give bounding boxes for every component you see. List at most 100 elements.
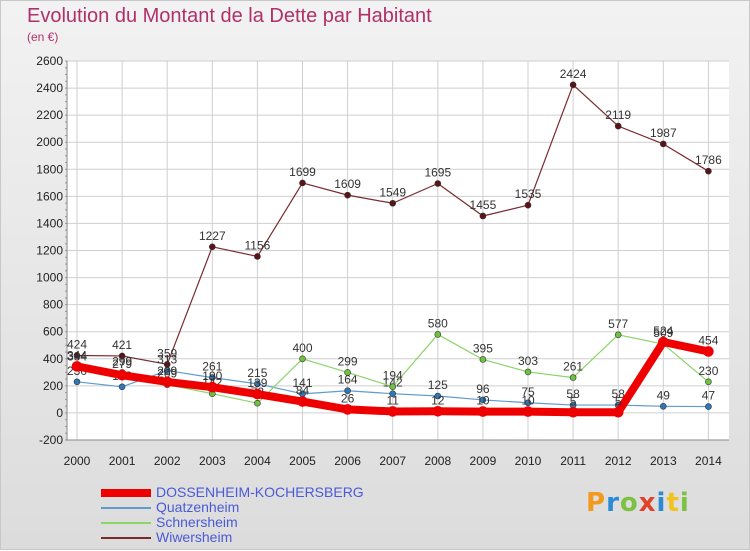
data-label: 58 xyxy=(566,387,580,401)
proxiti-logo: Proxiti xyxy=(586,488,690,518)
data-label: 11 xyxy=(386,393,399,407)
data-point xyxy=(569,374,577,381)
data-label: 334 xyxy=(67,350,87,364)
data-label: 96 xyxy=(476,382,490,396)
data-label: 2424 xyxy=(560,67,587,81)
data-label: 424 xyxy=(67,338,87,352)
data-label: 1786 xyxy=(695,153,722,167)
data-label: 400 xyxy=(292,341,312,355)
data-point xyxy=(116,369,128,381)
legend-item-schnersheim[interactable]: Schnersheim xyxy=(101,514,431,531)
data-label: 164 xyxy=(338,373,358,387)
data-point xyxy=(522,406,534,417)
data-point xyxy=(614,331,622,339)
y-tick-label: 400 xyxy=(43,352,63,366)
data-label: 1987 xyxy=(650,126,677,140)
legend-swatch xyxy=(101,537,151,539)
data-label: 313 xyxy=(157,353,177,367)
data-label: 1549 xyxy=(379,185,406,199)
data-label: 421 xyxy=(112,338,132,352)
x-tick-label: 2010 xyxy=(515,454,542,468)
data-point xyxy=(389,383,397,390)
y-tick-label: 1400 xyxy=(36,216,63,230)
data-label: 215 xyxy=(247,366,267,380)
x-tick-label: 2007 xyxy=(379,454,406,468)
data-point xyxy=(163,367,171,374)
data-point xyxy=(118,352,126,360)
data-point xyxy=(254,399,261,407)
data-label: 1156 xyxy=(244,238,270,252)
data-point xyxy=(344,369,351,376)
data-point xyxy=(254,380,261,388)
data-point xyxy=(659,402,667,410)
data-point xyxy=(479,212,487,220)
data-label: 261 xyxy=(202,360,222,374)
data-point xyxy=(567,406,579,418)
data-label: 279 xyxy=(112,357,132,371)
data-label: 141 xyxy=(292,376,312,390)
data-label: 299 xyxy=(112,354,132,368)
x-tick-label: 2002 xyxy=(154,454,181,468)
data-label: 49 xyxy=(657,388,671,402)
y-tick-label: 1000 xyxy=(36,271,63,285)
y-tick-label: 1200 xyxy=(36,244,63,258)
data-label: 47 xyxy=(702,389,716,403)
data-point xyxy=(254,253,261,260)
data-label: 509 xyxy=(653,326,673,340)
data-label: 26 xyxy=(341,391,355,405)
data-point xyxy=(344,191,351,199)
legend-label: Schnersheim xyxy=(156,514,238,530)
y-tick-label: 1600 xyxy=(36,189,63,203)
chart-subtitle: (en €) xyxy=(27,30,59,44)
data-label: 454 xyxy=(698,333,718,347)
x-tick-label: 2011 xyxy=(560,454,586,468)
data-label: 1455 xyxy=(470,198,497,212)
data-label: 261 xyxy=(563,360,583,374)
data-point xyxy=(705,378,712,386)
x-tick-label: 2014 xyxy=(695,454,722,468)
data-point xyxy=(477,406,489,417)
legend-label: Quatzenheim xyxy=(156,499,240,515)
data-label: 75 xyxy=(521,385,535,399)
data-point xyxy=(344,387,351,395)
data-label: 524 xyxy=(653,324,673,338)
data-point xyxy=(342,404,353,415)
y-tick-label: 2400 xyxy=(36,81,63,95)
data-label: 1609 xyxy=(334,177,361,191)
data-label: 299 xyxy=(338,354,358,368)
data-label: 10 xyxy=(476,394,490,408)
x-tick-label: 2003 xyxy=(199,454,226,468)
data-point xyxy=(209,243,216,251)
data-label: 303 xyxy=(518,354,538,368)
data-point xyxy=(434,331,442,338)
data-label: 12 xyxy=(431,393,445,407)
data-point xyxy=(434,180,442,187)
legend: DOSSENHEIM-KOCHERSBERG Quatzenheim Schne… xyxy=(101,484,431,546)
data-label: 84 xyxy=(296,384,310,398)
data-point xyxy=(252,388,263,400)
data-label: 359 xyxy=(157,346,177,360)
data-point xyxy=(161,376,173,388)
y-tick-label: 800 xyxy=(43,298,63,312)
data-point xyxy=(524,368,532,376)
data-label: 580 xyxy=(428,316,448,330)
data-point xyxy=(614,122,622,130)
legend-item-dossenheim[interactable]: DOSSENHEIM-KOCHERSBERG xyxy=(101,484,431,501)
x-tick-label: 2009 xyxy=(470,454,497,468)
legend-item-quatzenheim[interactable]: Quatzenheim xyxy=(101,499,431,516)
data-point xyxy=(207,381,218,393)
data-point xyxy=(297,396,308,407)
legend-swatch xyxy=(101,489,151,497)
y-tick-label: 2000 xyxy=(36,135,63,149)
data-label: 344 xyxy=(67,348,87,362)
data-label: 139 xyxy=(247,376,267,390)
data-label: 229 xyxy=(157,364,177,378)
data-point xyxy=(73,378,81,386)
x-tick-label: 2001 xyxy=(109,454,136,468)
chart-title: Evolution du Montant de la Dette par Hab… xyxy=(27,5,432,27)
data-point xyxy=(389,390,397,398)
y-tick-label: 600 xyxy=(43,325,63,339)
data-label: 5 xyxy=(615,394,622,408)
legend-item-wiwersheim[interactable]: Wiwersheim xyxy=(101,529,431,546)
